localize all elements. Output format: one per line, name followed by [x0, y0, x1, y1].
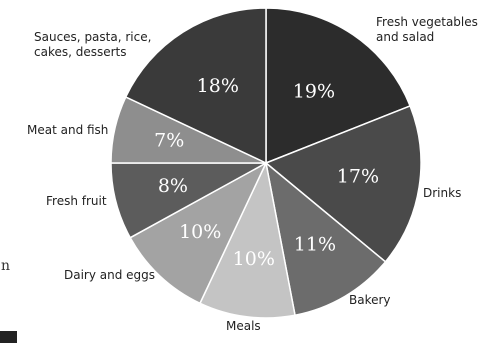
slice-category-label-2: Drinks — [423, 186, 461, 200]
slice-value-label-6: 8% — [158, 175, 188, 197]
category-label-line: Sauces, pasta, rice, — [34, 30, 151, 44]
slice-value-label-7: 7% — [154, 129, 184, 151]
cropped-edge-text: n — [1, 258, 10, 274]
slice-value-label-2: 17% — [337, 166, 379, 188]
pie-slices — [110, 7, 422, 319]
category-labels: Fresh vegetables and salad Drinks Bakery Mea… — [27, 15, 478, 333]
category-label-line: Fresh fruit — [46, 194, 107, 208]
category-label-line: Dairy and eggs — [64, 268, 155, 282]
category-label-line: Meat and fish — [27, 123, 108, 137]
pie-slice-4 — [199, 160, 296, 319]
slice-value-label-1: 19% — [293, 81, 335, 103]
pie-slice-5 — [129, 161, 268, 305]
slice-category-label-3: Bakery — [349, 293, 391, 307]
slice-value-label-5: 10% — [179, 221, 221, 243]
pie-slice-8 — [124, 7, 267, 165]
category-label-line: Drinks — [423, 186, 461, 200]
slice-category-label-8: Sauces, pasta, rice, cakes, desserts — [34, 30, 151, 59]
slice-value-label-3: 11% — [294, 234, 336, 256]
pie-slice-2 — [264, 104, 422, 263]
percentage-labels: 19% 17% 11% 10% 10% 8% 7% 18% — [154, 75, 379, 270]
category-label-line: Fresh vegetables — [376, 15, 478, 29]
slice-category-label-1: Fresh vegetables and salad — [376, 15, 478, 44]
slice-value-label-8: 18% — [197, 75, 239, 97]
slice-category-label-7: Meat and fish — [27, 123, 108, 137]
slice-category-label-6: Fresh fruit — [46, 194, 107, 208]
pie-slice-3 — [264, 161, 387, 317]
pie-slice-1 — [265, 7, 412, 165]
slice-category-label-5: Dairy and eggs — [64, 268, 155, 282]
cropped-edge-bar — [0, 331, 17, 343]
slice-category-label-4: Meals — [226, 319, 261, 333]
category-label-line: cakes, desserts — [34, 45, 127, 59]
category-label-line: and salad — [376, 30, 434, 44]
category-label-line: Bakery — [349, 293, 391, 307]
slice-value-label-4: 10% — [233, 248, 275, 270]
category-label-line: Meals — [226, 319, 261, 333]
